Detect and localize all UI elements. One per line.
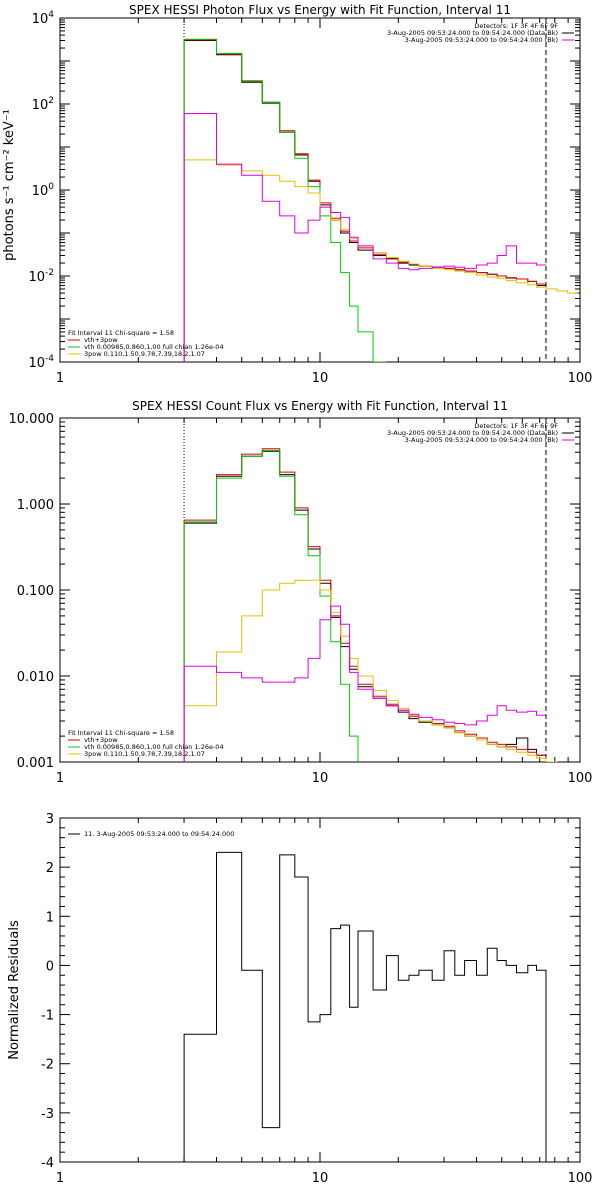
y-tick-label: 102	[32, 96, 54, 113]
series-line-1	[183, 39, 546, 362]
x-tick-label: 100	[568, 371, 593, 386]
legend-top-entry: 3-Aug-2005 09:53:24.000 to 09:54:24.000 …	[405, 36, 558, 44]
legend-bottom-entry: vth+3pow	[84, 336, 118, 344]
count-flux-title: SPEX HESSI Count Flux vs Energy with Fit…	[132, 399, 508, 413]
legend-top-entry: Detectors: 1F 3F 4F 6F 9F	[474, 22, 558, 30]
x-tick-label: 10	[312, 371, 329, 386]
legend-bottom-entry: 3pow 0.110,1.50,9.78,7.39,18.2,1.07	[84, 350, 205, 358]
y-tick-label: -2	[41, 1058, 54, 1073]
y-tick-label: 2	[46, 861, 54, 876]
x-tick-label: 100	[568, 771, 593, 786]
y-tick-label: 0.010	[17, 670, 54, 685]
x-tick-label: 1	[56, 1171, 64, 1186]
residuals-panel: Normalized Residuals 1 10 100-4-3-2-101231…	[7, 812, 592, 1186]
legend-bottom-entry: vth 0.00985,0.860,1.00 full chian 1.26e-…	[84, 343, 224, 351]
y-tick-label: 10-2	[28, 268, 54, 285]
series-line-0	[183, 40, 546, 362]
series-group	[183, 851, 547, 1162]
residuals-plot-area: 1 10 100 -4 -3 -2 -1 0 1 2 3 11. 3-Aug-2005 09:53:2…	[41, 812, 592, 1186]
y-tick-label: 0.001	[17, 756, 54, 771]
y-tick-label: -1	[41, 1009, 54, 1024]
legend-bottom-entry: Fit Interval 11 Chi-square = 1.58	[68, 329, 174, 337]
legend-series-entry: 11. 3-Aug-2005 09:53:24.000 to 09:54:24.…	[84, 830, 234, 838]
count-flux-panel: SPEX HESSI Count Flux vs Energy with Fit…	[9, 399, 593, 786]
y-tick-label: 0	[46, 959, 54, 974]
legend-top-entry: 3-Aug-2005 09:53:24.000 to 09:54:24.000 …	[405, 436, 558, 444]
legend-bottom-entry: vth+3pow	[84, 736, 118, 744]
y-tick-label: 104	[32, 10, 55, 27]
x-tick-label: 10	[312, 1171, 329, 1186]
photon-flux-plot-area: 1 10 100 10-4 10-2 100 102 104 Detectors: 1F 3F …	[28, 10, 592, 386]
series-line-0	[183, 851, 547, 1162]
residuals-ylabel: Normalized Residuals	[7, 920, 22, 1060]
legend-bottom-entry: 3pow 0.110,1.50,9.78,7.39,18.2,1.07	[84, 750, 205, 758]
y-tick-label: -3	[41, 1107, 54, 1122]
series-line-3	[183, 159, 579, 362]
count-flux-plot-area: 1 10 100 0.001 0.010 0.100 1.000 10.000 Detector…	[9, 412, 593, 786]
y-tick-label: 3	[46, 812, 54, 827]
photon-flux-title: SPEX HESSI Photon Flux vs Energy with Fi…	[129, 3, 511, 17]
y-tick-label: 1	[46, 910, 54, 925]
y-tick-label: -4	[41, 1156, 54, 1171]
series-line-4	[183, 113, 546, 362]
legend-top-entry: 3-Aug-2005 09:53:24.000 to 09:54:24.000 …	[387, 429, 558, 437]
series-line-2	[183, 38, 387, 362]
photon-flux-ylabel: photons s⁻¹ cm⁻² keV⁻¹	[2, 109, 17, 261]
legend-top-entry: Detectors: 1F 3F 4F 6F 9F	[474, 422, 558, 430]
x-tick-label: 10	[312, 771, 329, 786]
series-group	[183, 38, 579, 362]
legend-bottom-entry: vth 0.00985,0.860,1.00 full chian 1.26e-…	[84, 743, 224, 751]
x-tick-label: 100	[568, 1171, 593, 1186]
y-tick-label: 0.100	[17, 584, 54, 599]
series-line-4	[183, 605, 546, 762]
series-line-2	[183, 449, 374, 762]
plot-frame	[59, 817, 581, 1163]
y-tick-label: 10-4	[28, 354, 54, 371]
photon-flux-panel: SPEX HESSI Photon Flux vs Energy with Fi…	[2, 3, 592, 386]
y-tick-label: 10.000	[9, 412, 55, 427]
x-tick-label: 1	[56, 371, 64, 386]
y-tick-label: 1.000	[17, 498, 54, 513]
series-group	[183, 448, 558, 762]
y-tick-label: 100	[32, 182, 55, 199]
legend-top-entry: 3-Aug-2005 09:53:24.000 to 09:54:24.000 …	[387, 29, 558, 37]
x-tick-label: 1	[56, 771, 64, 786]
legend-bottom-entry: Fit Interval 11 Chi-square = 1.58	[68, 729, 174, 737]
